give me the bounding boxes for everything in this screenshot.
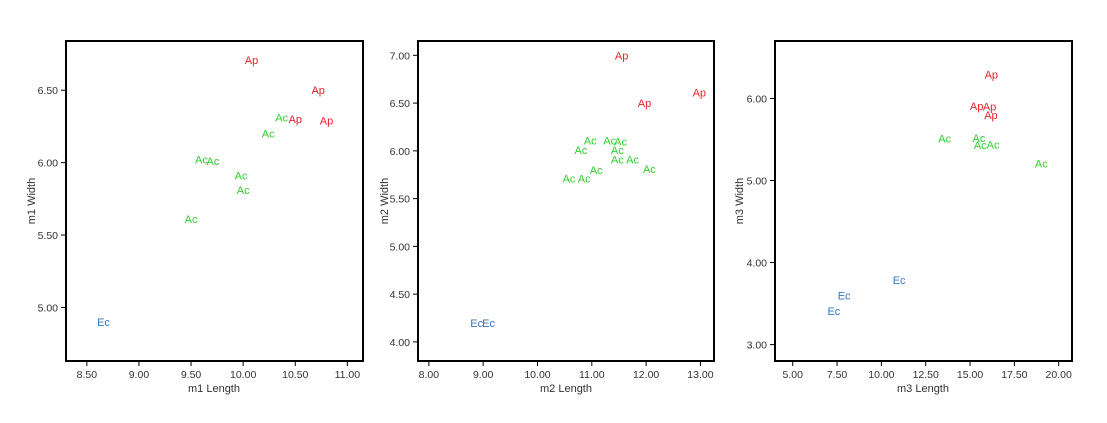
x-tick-label: 10.00 [230, 369, 256, 381]
data-point-ec: Ec [838, 290, 851, 302]
data-point-ac: Ac [611, 154, 624, 166]
y-axis-label-m3: m3 Width [734, 178, 746, 224]
y-tick-label: 6.00 [390, 146, 411, 158]
data-point-ec: Ec [482, 318, 495, 330]
data-point-ac: Ac [626, 154, 639, 166]
data-point-ac: Ac [237, 185, 250, 197]
x-tick-label: 15.00 [957, 369, 983, 381]
y-tick-label: 4.50 [390, 289, 411, 301]
data-point-ac: Ac [235, 171, 248, 183]
panel-m2: 8.00 9.00 10.00 11.00 12.00 13.00 4.00 4.50 5.00… [379, 40, 715, 395]
y-tick-label: 3.00 [747, 340, 768, 352]
data-point-ec: Ec [827, 306, 840, 318]
y-tick-label: 4.00 [390, 337, 411, 349]
y-tick-label: 6.50 [390, 98, 411, 110]
y-tick-label: 6.00 [747, 93, 768, 105]
panel-m1: 8.50 9.00 9.50 10.00 10.50 11.00 5.00 5.50 6.00 6… [26, 40, 364, 395]
data-point-ac: Ac [614, 136, 627, 148]
data-point-ac: Ac [578, 174, 591, 186]
y-tick-label: 6.50 [38, 85, 59, 97]
ticks-m1: 8.50 9.00 9.50 10.00 10.50 11.00 5.00 5.50 6.00 6… [38, 85, 361, 381]
data-point-ac: Ac [195, 155, 208, 167]
data-point-ac: Ac [207, 156, 220, 168]
y-tick-label: 5.00 [747, 175, 768, 187]
data-point-ap: Ap [615, 50, 628, 62]
x-tick-label: 5.00 [783, 369, 804, 381]
panel-m3: 5.00 7.50 10.00 12.50 15.00 17.50 20.00 3.00 4.0… [734, 40, 1073, 395]
data-point-ac: Ac [987, 139, 1000, 151]
x-tick-label: 10.00 [868, 369, 894, 381]
x-tick-label: 10.00 [524, 369, 550, 381]
data-point-ec: Ec [97, 317, 110, 329]
data-point-ac: Ac [611, 145, 624, 157]
x-axis-label-m3: m3 Length [897, 383, 949, 395]
data-point-ap: Ap [693, 88, 706, 100]
x-tick-label: 11.00 [335, 369, 361, 381]
plot-frame-m1 [65, 40, 364, 362]
x-tick-label: 7.50 [827, 369, 848, 381]
x-axis-label-m1: m1 Length [188, 383, 240, 395]
x-tick-label: 9.50 [181, 369, 202, 381]
x-tick-label: 10.50 [282, 369, 308, 381]
data-point-ac: Ac [643, 164, 656, 176]
data-point-ac: Ac [563, 174, 576, 186]
data-point-ac: Ac [590, 165, 603, 177]
data-point-ap: Ap [985, 70, 998, 82]
data-point-ac: Ac [262, 129, 275, 141]
data-point-ac: Ac [584, 135, 597, 147]
data-point-ap: Ap [289, 114, 302, 126]
x-tick-label: 8.50 [77, 369, 98, 381]
y-tick-label: 5.00 [38, 302, 59, 314]
x-tick-label: 12.50 [913, 369, 939, 381]
data-point-ap: Ap [320, 116, 333, 128]
data-point-ap: Ap [983, 102, 996, 114]
data-point-ap: Ap [638, 98, 651, 110]
data-point-ac: Ac [275, 113, 288, 125]
y-tick-label: 6.00 [38, 158, 59, 170]
x-tick-label: 13.00 [687, 369, 713, 381]
y-tick-label: 5.50 [390, 194, 411, 206]
plot-frame-m2 [417, 40, 715, 362]
y-tick-label: 5.00 [390, 241, 411, 253]
y-tick-label: 7.00 [390, 50, 411, 62]
plot-frame-m3 [774, 40, 1073, 362]
x-tick-label: 9.00 [473, 369, 494, 381]
data-point-ac: Ac [938, 134, 951, 146]
x-tick-label: 12.00 [633, 369, 659, 381]
data-point-ac: Ac [1035, 158, 1048, 170]
y-axis-label-m1: m1 Width [26, 178, 38, 224]
data-point-ac: Ac [185, 214, 198, 226]
data-point-ac: Ac [972, 133, 985, 145]
x-tick-label: 17.50 [1001, 369, 1027, 381]
x-tick-label: 8.00 [419, 369, 440, 381]
x-tick-label: 11.00 [579, 369, 605, 381]
x-tick-label: 9.00 [129, 369, 150, 381]
data-point-ap: Ap [970, 101, 983, 113]
data-point-ap: Ap [984, 110, 997, 122]
y-axis-label-m2: m2 Width [379, 178, 391, 224]
data-point-ac: Ac [603, 135, 616, 147]
y-tick-label: 4.00 [747, 258, 768, 270]
data-point-ac: Ac [974, 140, 987, 152]
x-axis-label-m2: m2 Length [540, 383, 592, 395]
x-tick-label: 20.00 [1046, 369, 1072, 381]
data-point-ec: Ec [893, 275, 906, 287]
data-point-ac: Ac [575, 145, 588, 157]
data-point-ap: Ap [311, 85, 324, 97]
ticks-m2: 8.00 9.00 10.00 11.00 12.00 13.00 4.00 4.50 5.00… [390, 50, 714, 381]
y-tick-label: 5.50 [38, 230, 59, 242]
ticks-m3: 5.00 7.50 10.00 12.50 15.00 17.50 20.00 3.00 4.0… [747, 93, 1072, 381]
data-point-ec: Ec [470, 318, 483, 330]
data-point-ap: Ap [245, 55, 258, 67]
